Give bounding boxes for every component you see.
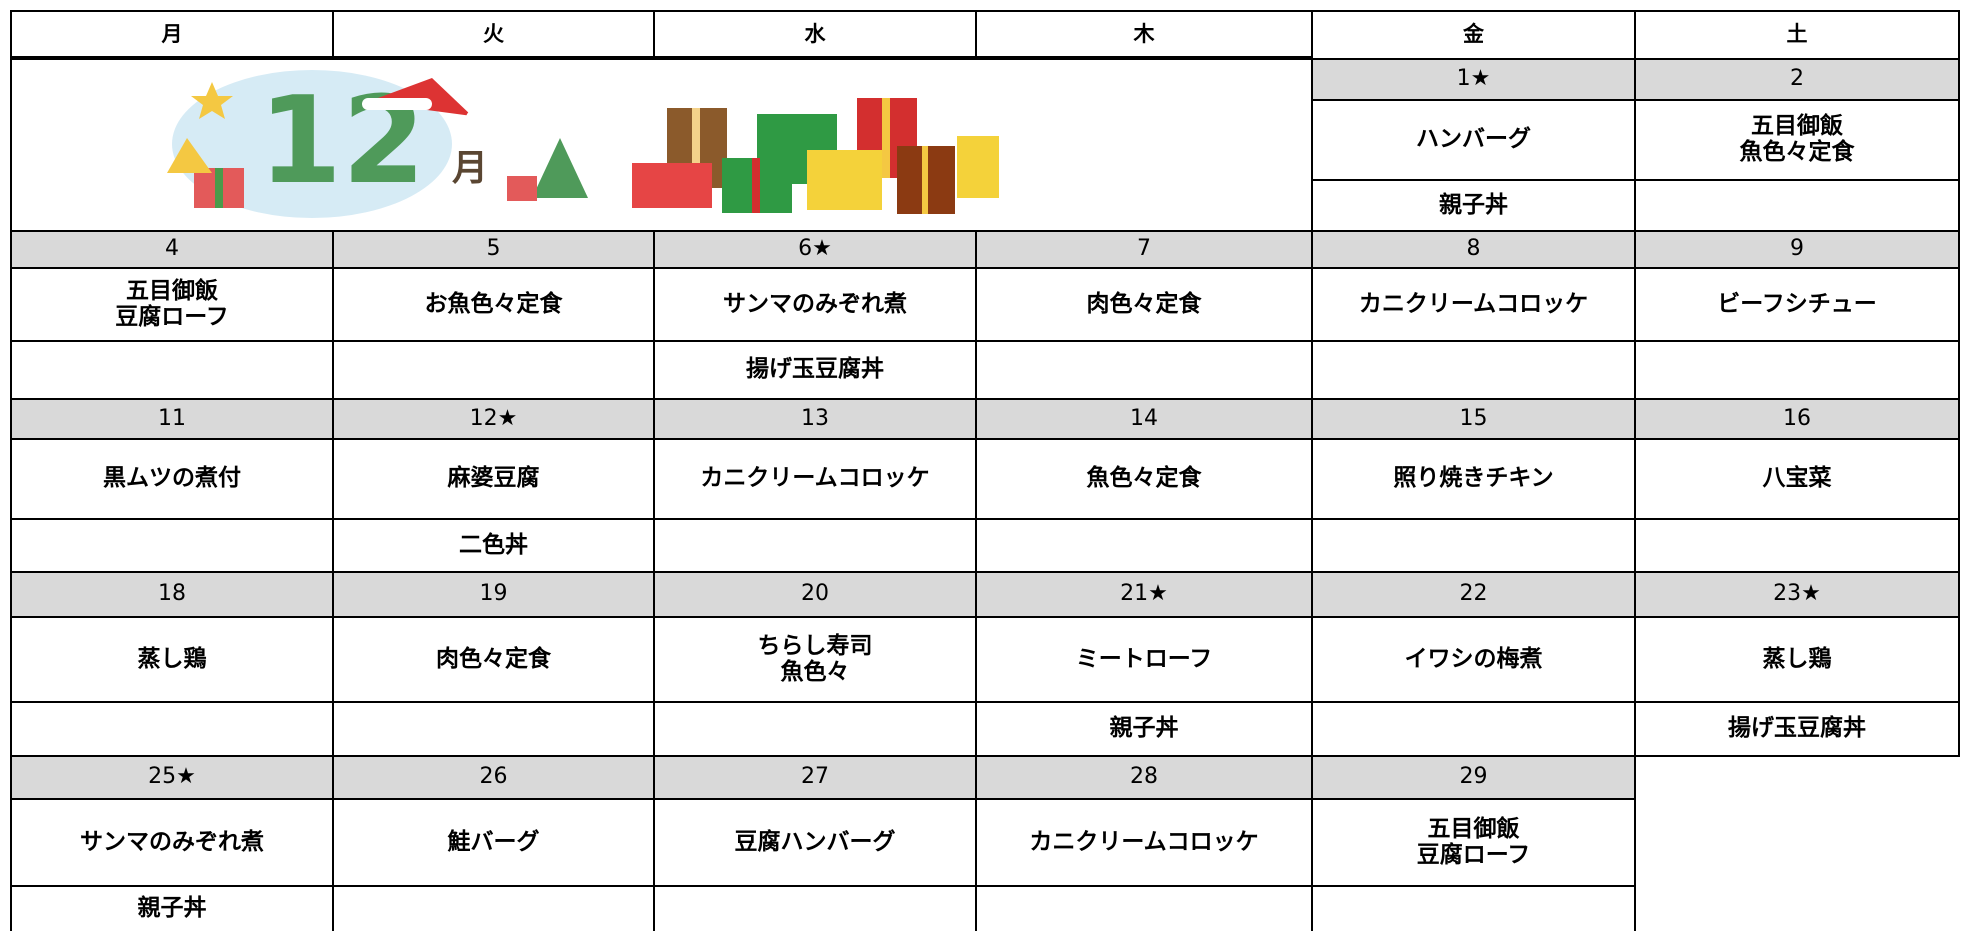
- main-dish: 肉色々定食: [332, 616, 655, 703]
- second-dish: [975, 340, 1313, 400]
- date-cell: 11: [10, 398, 334, 440]
- date-cell: 6★: [653, 230, 977, 269]
- day-header: 火: [332, 10, 655, 60]
- day-header: 水: [653, 10, 977, 60]
- second-dish: [1634, 340, 1960, 400]
- date-cell: 22: [1311, 571, 1636, 618]
- day-header: 土: [1634, 10, 1960, 60]
- main-dish: ちらし寿司 魚色々: [653, 616, 977, 703]
- date-cell: 8: [1311, 230, 1636, 269]
- main-dish: サンマのみぞれ煮: [10, 798, 334, 887]
- main-dish: カニクリームコロッケ: [975, 798, 1313, 887]
- date-cell: 29: [1311, 755, 1636, 800]
- second-dish: [10, 701, 334, 757]
- date-cell: 13: [653, 398, 977, 440]
- main-dish: 五目御飯 豆腐ローフ: [10, 267, 334, 342]
- main-dish: カニクリームコロッケ: [653, 438, 977, 520]
- date-cell: 18: [10, 571, 334, 618]
- day-header: 金: [1311, 10, 1636, 60]
- main-dish: 照り焼きチキン: [1311, 438, 1636, 520]
- date-cell: 2: [1634, 58, 1960, 101]
- main-dish: 蒸し鶏: [10, 616, 334, 703]
- date-cell: 12★: [332, 398, 655, 440]
- date-cell: 9: [1634, 230, 1960, 269]
- main-dish: ビーフシチュー: [1634, 267, 1960, 342]
- second-dish: [332, 340, 655, 400]
- banner-unit: 月: [452, 148, 488, 189]
- main-dish: カニクリームコロッケ: [1311, 267, 1636, 342]
- second-dish: [975, 518, 1313, 573]
- date-cell: 16: [1634, 398, 1960, 440]
- day-header: 木: [975, 10, 1313, 60]
- second-dish: 揚げ玉豆腐丼: [653, 340, 977, 400]
- main-dish: 蒸し鶏: [1634, 616, 1960, 703]
- second-dish: [10, 340, 334, 400]
- second-dish: [653, 885, 977, 931]
- date-cell: 25★: [10, 755, 334, 800]
- main-dish: イワシの梅煮: [1311, 616, 1636, 703]
- date-cell: 5: [332, 230, 655, 269]
- date-cell: 15: [1311, 398, 1636, 440]
- main-dish: 魚色々定食: [975, 438, 1313, 520]
- date-cell: 1★: [1311, 58, 1636, 101]
- second-dish: [975, 885, 1313, 931]
- date-cell: 14: [975, 398, 1313, 440]
- second-dish: 親子丼: [975, 701, 1313, 757]
- main-dish: ハンバーグ: [1311, 99, 1636, 181]
- second-dish: [332, 701, 655, 757]
- second-dish: 二色丼: [332, 518, 655, 573]
- date-cell: 27: [653, 755, 977, 800]
- second-dish: [653, 701, 977, 757]
- date-cell: 23★: [1634, 571, 1960, 618]
- main-dish: 黒ムツの煮付: [10, 438, 334, 520]
- second-dish: [10, 518, 334, 573]
- main-dish: 八宝菜: [1634, 438, 1960, 520]
- main-dish: 五目御飯 豆腐ローフ: [1311, 798, 1636, 887]
- banner: 12 月: [10, 56, 1313, 232]
- main-dish: 豆腐ハンバーグ: [653, 798, 977, 887]
- date-cell: 7: [975, 230, 1313, 269]
- second-dish: [653, 518, 977, 573]
- main-dish: 麻婆豆腐: [332, 438, 655, 520]
- main-dish: サンマのみぞれ煮: [653, 267, 977, 342]
- second-dish: [1634, 518, 1960, 573]
- second-dish: 親子丼: [10, 885, 334, 931]
- day-header: 月: [10, 10, 334, 60]
- second-dish: [1311, 885, 1636, 931]
- second-dish: 親子丼: [1311, 179, 1636, 232]
- second-dish: [1311, 518, 1636, 573]
- date-cell: 19: [332, 571, 655, 618]
- main-dish: お魚色々定食: [332, 267, 655, 342]
- second-dish: [1311, 340, 1636, 400]
- second-dish: [1311, 701, 1636, 757]
- second-dish: 揚げ玉豆腐丼: [1634, 701, 1960, 757]
- date-cell: 21★: [975, 571, 1313, 618]
- main-dish: 肉色々定食: [975, 267, 1313, 342]
- main-dish: ミートローフ: [975, 616, 1313, 703]
- second-dish: [1634, 179, 1960, 232]
- gift-boxes: [632, 98, 999, 214]
- main-dish: 鮭バーグ: [332, 798, 655, 887]
- main-dish: 五目御飯 魚色々定食: [1634, 99, 1960, 181]
- date-cell: 4: [10, 230, 334, 269]
- date-cell: 26: [332, 755, 655, 800]
- banner-illustration: 12 月: [167, 70, 999, 218]
- date-cell: 20: [653, 571, 977, 618]
- second-dish: [332, 885, 655, 931]
- date-cell: 28: [975, 755, 1313, 800]
